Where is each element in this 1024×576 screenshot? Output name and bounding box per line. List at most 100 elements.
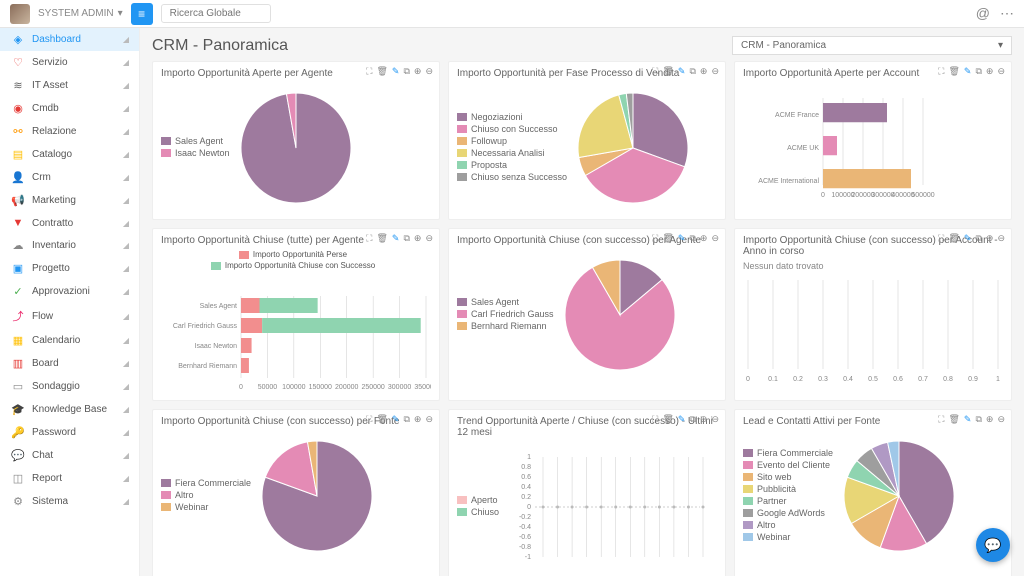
- plus-icon[interactable]: ⊕: [986, 414, 994, 425]
- sidebar-item-flow[interactable]: ⤴Flow◢: [0, 303, 139, 329]
- chevron-icon: ◢: [123, 58, 129, 67]
- trash-icon[interactable]: 🗑: [948, 414, 959, 425]
- chat-fab[interactable]: 💬: [976, 528, 1010, 562]
- copy-icon[interactable]: ⧉: [975, 233, 981, 244]
- trash-icon[interactable]: 🗑: [376, 414, 387, 425]
- sidebar-item-relazione[interactable]: ⚯Relazione◢: [0, 120, 139, 143]
- sidebar-item-dashboard[interactable]: ◈Dashboard◢: [0, 28, 139, 51]
- avatar[interactable]: [10, 4, 30, 24]
- plus-icon[interactable]: ⊕: [700, 414, 708, 425]
- minus-icon[interactable]: ⊖: [711, 66, 719, 77]
- copy-icon[interactable]: ⧉: [403, 414, 409, 425]
- minus-icon[interactable]: ⊖: [997, 233, 1005, 244]
- pie-chart: [560, 255, 680, 375]
- sidebar-item-sondaggio[interactable]: ▭Sondaggio◢: [0, 375, 139, 398]
- more-icon[interactable]: ⋯: [1000, 5, 1014, 22]
- chevron-icon: ◢: [123, 81, 129, 90]
- chevron-icon: ◢: [123, 312, 129, 321]
- sidebar-label: Sistema: [32, 496, 68, 507]
- chart-legend: Fiera CommercialeAltroWebinar: [161, 478, 251, 514]
- sidebar-item-password[interactable]: 🔑Password◢: [0, 421, 139, 444]
- expand-icon[interactable]: ⛶: [938, 414, 944, 425]
- edit-icon[interactable]: ✎: [964, 66, 972, 77]
- minus-icon[interactable]: ⊖: [997, 66, 1005, 77]
- dashboard-card: Importo Opportunità Chiuse (con successo…: [734, 228, 1012, 401]
- sidebar-item-inventario[interactable]: ☁Inventario◢: [0, 234, 139, 257]
- copy-icon[interactable]: ⧉: [689, 414, 695, 425]
- sidebar-icon: ▣: [10, 262, 26, 275]
- user-dropdown[interactable]: SYSTEM ADMIN ▾: [38, 8, 123, 19]
- sidebar-icon: ◈: [10, 33, 26, 46]
- copy-icon[interactable]: ⧉: [975, 66, 981, 77]
- copy-icon[interactable]: ⧉: [403, 66, 409, 77]
- sidebar-item-cmdb[interactable]: ◉Cmdb◢: [0, 97, 139, 120]
- legend-item: Evento del Cliente: [743, 460, 833, 470]
- expand-icon[interactable]: ⛶: [366, 414, 372, 425]
- expand-icon[interactable]: ⛶: [938, 66, 944, 77]
- sidebar-item-chat[interactable]: 💬Chat◢: [0, 444, 139, 467]
- hbar-chart: 0500001000001500002000002500003000003500…: [161, 274, 431, 394]
- svg-text:Carl Friedrich Gauss: Carl Friedrich Gauss: [173, 323, 238, 330]
- plus-icon[interactable]: ⊕: [414, 233, 422, 244]
- edit-icon[interactable]: ✎: [392, 66, 400, 77]
- trash-icon[interactable]: 🗑: [662, 233, 673, 244]
- chevron-icon: ◢: [123, 474, 129, 483]
- at-icon[interactable]: @: [976, 5, 990, 22]
- minus-icon[interactable]: ⊖: [711, 414, 719, 425]
- expand-icon[interactable]: ⛶: [938, 233, 944, 244]
- copy-icon[interactable]: ⧉: [975, 414, 981, 425]
- plus-icon[interactable]: ⊕: [986, 233, 994, 244]
- minus-icon[interactable]: ⊖: [425, 414, 433, 425]
- sidebar-label: Crm: [32, 172, 51, 183]
- sidebar-item-report[interactable]: ◫Report◢: [0, 467, 139, 490]
- edit-icon[interactable]: ✎: [678, 233, 686, 244]
- sidebar-item-board[interactable]: ▥Board◢: [0, 352, 139, 375]
- plus-icon[interactable]: ⊕: [700, 66, 708, 77]
- plus-icon[interactable]: ⊕: [414, 414, 422, 425]
- plus-icon[interactable]: ⊕: [700, 233, 708, 244]
- view-selector[interactable]: CRM - Panoramica ▾: [732, 36, 1012, 55]
- sidebar-item-catalogo[interactable]: ▤Catalogo◢: [0, 143, 139, 166]
- menu-toggle-button[interactable]: ≡: [131, 3, 153, 25]
- edit-icon[interactable]: ✎: [392, 233, 400, 244]
- trash-icon[interactable]: 🗑: [662, 414, 673, 425]
- expand-icon[interactable]: ⛶: [366, 66, 372, 77]
- sidebar-item-calendario[interactable]: ▦Calendario◢: [0, 329, 139, 352]
- copy-icon[interactable]: ⧉: [689, 66, 695, 77]
- minus-icon[interactable]: ⊖: [997, 414, 1005, 425]
- sidebar-item-marketing[interactable]: 📢Marketing◢: [0, 189, 139, 212]
- sidebar-item-approvazioni[interactable]: ✓Approvazioni◢: [0, 280, 139, 303]
- trash-icon[interactable]: 🗑: [948, 233, 959, 244]
- minus-icon[interactable]: ⊖: [711, 233, 719, 244]
- chevron-icon: ◢: [123, 104, 129, 113]
- plus-icon[interactable]: ⊕: [414, 66, 422, 77]
- trash-icon[interactable]: 🗑: [662, 66, 673, 77]
- sidebar-item-knowledge-base[interactable]: 🎓Knowledge Base◢: [0, 398, 139, 421]
- trash-icon[interactable]: 🗑: [376, 233, 387, 244]
- plus-icon[interactable]: ⊕: [986, 66, 994, 77]
- sidebar-item-contratto[interactable]: ▼Contratto◢: [0, 212, 139, 234]
- svg-text:0.8: 0.8: [943, 376, 953, 383]
- expand-icon[interactable]: ⛶: [652, 414, 658, 425]
- sidebar-item-progetto[interactable]: ▣Progetto◢: [0, 257, 139, 280]
- edit-icon[interactable]: ✎: [678, 66, 686, 77]
- minus-icon[interactable]: ⊖: [425, 66, 433, 77]
- sidebar-item-it-asset[interactable]: ≋IT Asset◢: [0, 74, 139, 97]
- global-search-input[interactable]: [161, 4, 271, 23]
- sidebar-item-servizio[interactable]: ♡Servizio◢: [0, 51, 139, 74]
- expand-icon[interactable]: ⛶: [652, 233, 658, 244]
- edit-icon[interactable]: ✎: [678, 414, 686, 425]
- chevron-icon: ◢: [123, 336, 129, 345]
- copy-icon[interactable]: ⧉: [689, 233, 695, 244]
- edit-icon[interactable]: ✎: [964, 414, 972, 425]
- edit-icon[interactable]: ✎: [964, 233, 972, 244]
- trash-icon[interactable]: 🗑: [376, 66, 387, 77]
- edit-icon[interactable]: ✎: [392, 414, 400, 425]
- expand-icon[interactable]: ⛶: [652, 66, 658, 77]
- sidebar-item-sistema[interactable]: ⚙Sistema◢: [0, 490, 139, 513]
- minus-icon[interactable]: ⊖: [425, 233, 433, 244]
- trash-icon[interactable]: 🗑: [948, 66, 959, 77]
- sidebar-item-crm[interactable]: 👤Crm◢: [0, 166, 139, 189]
- copy-icon[interactable]: ⧉: [403, 233, 409, 244]
- expand-icon[interactable]: ⛶: [366, 233, 372, 244]
